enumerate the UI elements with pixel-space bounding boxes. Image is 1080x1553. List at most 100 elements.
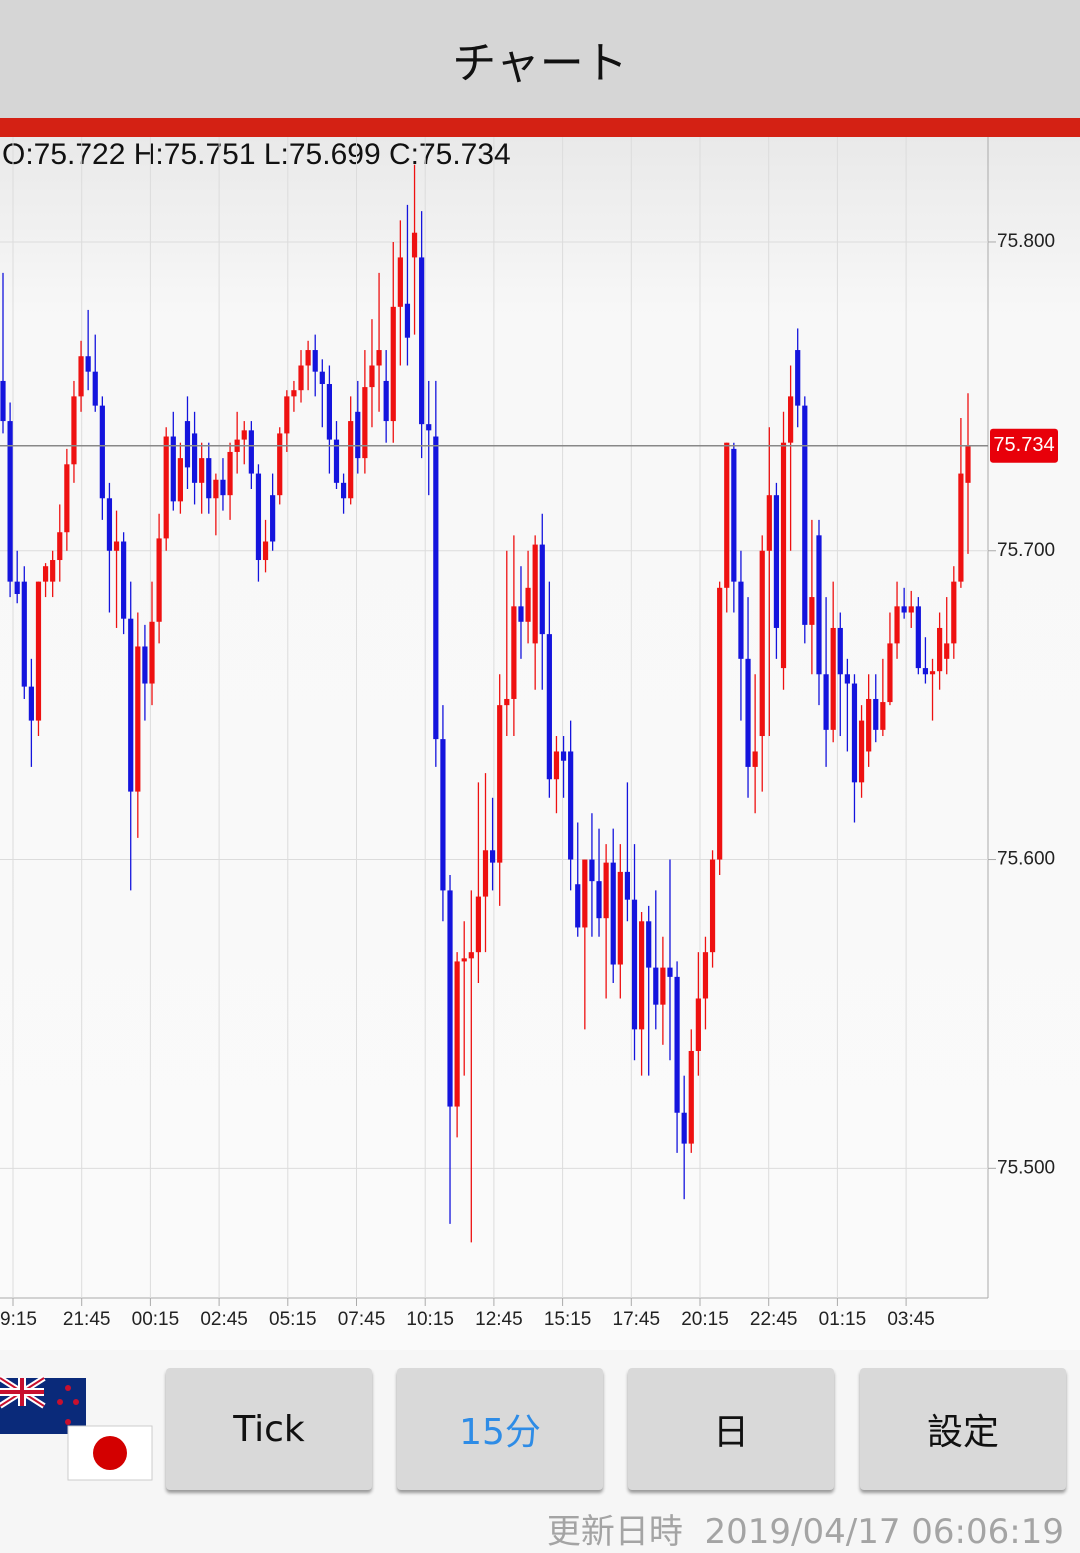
candle-body [674,976,680,1113]
candle-body [99,405,105,499]
candle-body [596,881,602,919]
candle-body [816,535,822,675]
x-tick-label: 10:15 [406,1309,454,1330]
x-tick-label: 21:45 [63,1309,111,1330]
button-label: 設定 [926,1412,999,1453]
x-tick-label: 20:15 [681,1309,729,1330]
15min-button[interactable]: 15分 [397,1368,603,1490]
candle-body [262,541,269,561]
candle-body [646,921,652,968]
candle-body [362,387,368,459]
candle-body [667,967,673,977]
candle-body [447,890,453,1107]
candle-body [411,232,418,258]
candle-body [383,380,389,422]
tick-button[interactable]: Tick [166,1368,372,1490]
candle-body [844,674,850,684]
candle-body [305,350,311,366]
candle-body [149,621,155,684]
candle-body [695,998,701,1051]
candle-body [830,627,836,730]
candle-body [575,884,581,928]
candle-body [560,751,567,761]
settings-button[interactable]: 設定 [860,1368,1066,1490]
candle-body [206,458,212,499]
candle-body [958,473,964,582]
candle-body [901,606,907,613]
candle-body [333,439,340,483]
candle-body [773,495,780,628]
candle-body [113,541,120,551]
candle-body [291,390,297,397]
title-bar: チャート [0,0,1080,118]
day-button[interactable]: 日 [628,1368,834,1490]
candle-body [142,646,148,684]
candle-body [64,464,70,533]
candle-body [795,350,801,406]
candle-body [106,498,113,551]
candle-body [7,421,13,582]
candle-body [255,473,262,561]
candle-body [14,581,20,594]
candle-body [121,541,127,619]
candle-body [639,921,645,1030]
candle-body [199,458,205,483]
candle-body [653,967,659,1005]
chart: O:75.722 H:75.751 L:75.699 C:75.734 9:15… [0,137,1080,1350]
candle-body [873,698,879,730]
candle-body [170,436,176,502]
candle-body [610,862,616,965]
candle-body [951,581,957,644]
candle-body [532,544,538,644]
candle-body [582,859,588,928]
candle-body [468,952,474,959]
candle-body [937,627,943,672]
candle-body [731,448,737,582]
title: チャート [452,38,628,89]
timestamp: 2019/04/17 06:06:19 [704,1512,1064,1552]
candle-body [326,384,332,440]
candle-body [511,606,517,699]
candle-body [553,751,560,780]
candle-body [50,560,56,582]
candle-body [745,658,751,767]
candle-body [504,698,510,706]
candle-body [177,458,183,502]
candle-body [248,430,254,474]
currency-flags[interactable] [0,1372,160,1492]
accent-stripe [0,118,1080,137]
candle-body [518,606,524,622]
candle-body [284,396,290,434]
candle-body [433,436,439,740]
candle-body [802,405,808,625]
candle-body [603,862,609,919]
candle-body [42,566,49,582]
y-tick-label: 75.600 [997,849,1055,870]
x-tick-label: 9:15 [0,1309,37,1330]
candle-body [241,430,247,440]
x-tick-label: 03:45 [887,1309,935,1330]
candle-body [624,871,631,900]
candle-body [191,433,198,483]
button-label: Tick [233,1408,305,1450]
candle-body [21,581,27,687]
candle-body [866,698,872,752]
candle-body [709,859,716,953]
candle-body [298,365,304,391]
candle-body [227,451,233,496]
candle-body [738,581,744,659]
x-tick-label: 05:15 [269,1309,317,1330]
candle-body [419,257,425,425]
candle-body [908,606,914,613]
candle-body [525,587,531,622]
candle-body [71,396,77,465]
candle-body [319,371,325,385]
x-tick-label: 15:15 [544,1309,592,1330]
candle-body [482,850,489,897]
candle-body [915,606,921,669]
candle-body [78,356,84,397]
candle-body [390,306,396,422]
candle-body [944,643,950,659]
candle-body [454,961,460,1107]
candle-body [92,371,98,406]
